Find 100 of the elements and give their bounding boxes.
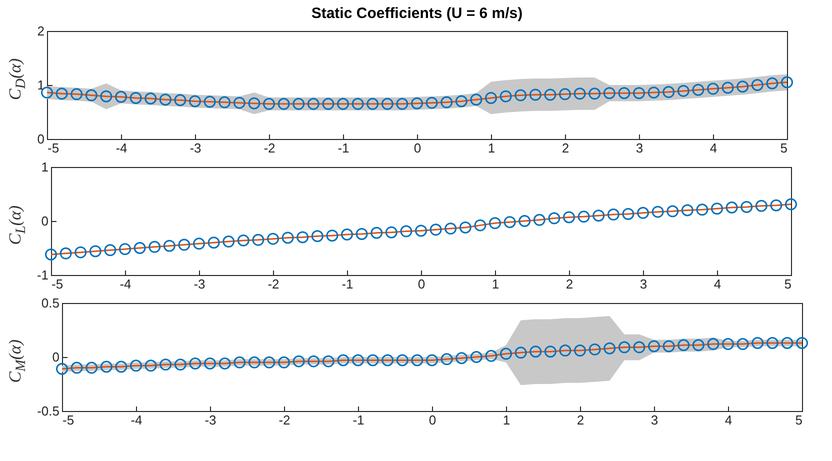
point [159, 94, 172, 106]
point [222, 236, 235, 248]
point [134, 242, 146, 254]
x-tick-label: -1 [338, 140, 350, 156]
point [574, 88, 586, 100]
line-series [46, 82, 788, 105]
point [607, 208, 620, 221]
point [514, 346, 527, 359]
point [666, 205, 679, 218]
point [548, 212, 560, 224]
point [60, 247, 72, 260]
point [711, 202, 723, 215]
x-tick-label: -3 [190, 140, 202, 156]
x-tick-label: -4 [130, 412, 142, 428]
point [326, 230, 338, 242]
point [396, 354, 408, 366]
point [352, 98, 364, 110]
point [726, 202, 738, 214]
point [696, 204, 708, 216]
point [470, 94, 482, 106]
x-tick-label: -1 [352, 412, 364, 428]
x-tick-label: -1 [342, 276, 354, 292]
point [85, 89, 98, 102]
point [174, 358, 186, 371]
point [604, 342, 616, 354]
x-tick-label: -3 [204, 412, 216, 428]
point [648, 340, 660, 352]
point [648, 86, 660, 99]
point [278, 98, 290, 110]
point [233, 96, 246, 109]
point [341, 228, 353, 240]
point [618, 341, 630, 354]
x-tick-label: -5 [52, 276, 64, 292]
point [119, 243, 131, 256]
point [178, 238, 190, 251]
point [781, 76, 793, 88]
x-tick-label: 5 [784, 276, 792, 292]
point [415, 224, 427, 237]
point [115, 360, 128, 373]
point [263, 98, 275, 110]
point [588, 88, 601, 100]
point [322, 98, 334, 110]
point [237, 234, 250, 246]
point [296, 231, 309, 244]
point [148, 240, 161, 253]
point [411, 354, 424, 366]
point [308, 355, 320, 368]
point [707, 338, 720, 350]
point [252, 234, 264, 246]
point [662, 86, 675, 98]
point [385, 226, 398, 238]
point [485, 92, 497, 104]
point [356, 228, 368, 240]
point [544, 88, 556, 101]
point [130, 92, 142, 104]
x-tick-label: 2 [566, 276, 574, 292]
point [530, 346, 542, 358]
point [529, 88, 542, 101]
point [144, 92, 157, 104]
point [189, 357, 202, 370]
point [208, 236, 220, 249]
point [588, 343, 601, 356]
chart-title: Static Coefficients (U = 6 m/s) [311, 5, 523, 22]
y-tick-label: 2 [37, 24, 44, 38]
point [485, 350, 498, 362]
point [474, 219, 486, 232]
x-tick-label: 3 [640, 276, 648, 292]
point [633, 341, 646, 354]
line-series [61, 342, 803, 370]
point [751, 79, 764, 91]
point [234, 356, 246, 368]
x-tick-label: 2 [562, 140, 570, 156]
point [322, 355, 334, 368]
point [533, 214, 546, 226]
x-tick-label: 1 [502, 412, 510, 428]
x-tick-label: -2 [278, 412, 290, 428]
point [781, 336, 794, 349]
point [267, 232, 279, 245]
point [426, 354, 438, 366]
point [263, 356, 276, 368]
point [100, 360, 112, 373]
point [56, 88, 68, 100]
point [89, 245, 102, 258]
point [752, 336, 764, 349]
x-tick-label: -5 [48, 140, 60, 156]
point [74, 246, 87, 258]
point [174, 94, 186, 106]
point [381, 98, 394, 110]
point [578, 210, 590, 223]
y-tick-label: 0.5 [41, 296, 60, 310]
point [504, 216, 516, 228]
point [70, 88, 83, 100]
point [678, 339, 690, 352]
point [785, 198, 797, 210]
point [382, 354, 394, 366]
x-tick-label: 4 [714, 276, 722, 292]
point [86, 362, 98, 374]
point [652, 206, 664, 218]
x-tick-label: -2 [268, 276, 280, 292]
x-tick-label: -3 [194, 276, 206, 292]
